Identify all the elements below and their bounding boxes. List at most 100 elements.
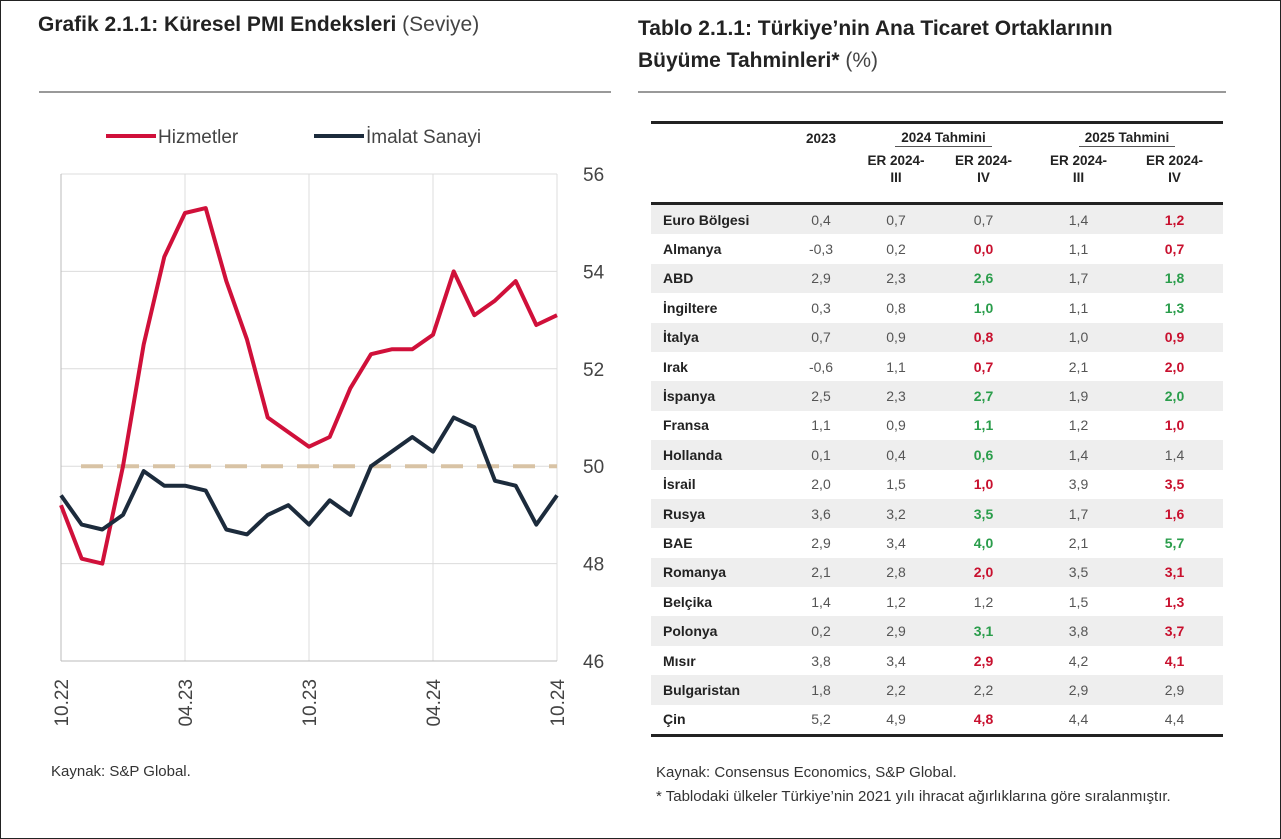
table-cell: 4,8 <box>936 704 1031 738</box>
table-row: Irak -0,6 1,1 0,7 2,1 2,0 <box>651 352 1223 381</box>
header-cell: 2024 Tahmini <box>856 121 1031 152</box>
table-cell: 2,1 <box>786 557 856 588</box>
table-cell: 0,9 <box>856 322 936 352</box>
table-cell: 2,9 <box>786 263 856 294</box>
table-cell: 0,6 <box>936 440 1031 470</box>
series-line <box>59 206 558 566</box>
table-cell: 2,0 <box>936 557 1031 588</box>
row-label: Euro Bölgesi <box>651 203 786 235</box>
table-cell: 2,2 <box>936 675 1031 705</box>
table-cell: 3,1 <box>1126 557 1223 588</box>
table-cell: -0,3 <box>808 241 834 258</box>
divider <box>638 91 1226 93</box>
table-cell: 3,4 <box>886 534 906 551</box>
header-cell: ER 2024- III <box>1031 152 1126 205</box>
table-cell: 2,6 <box>936 263 1031 294</box>
table-cell: 1,4 <box>1031 203 1126 235</box>
y-tick-label: 54 <box>583 262 605 283</box>
row-label: Mısır <box>663 652 696 669</box>
table-cell: 5,7 <box>1164 534 1185 551</box>
table-row: Polonya 0,2 2,9 3,1 3,8 3,7 <box>651 616 1223 646</box>
table-cell: 3,4 <box>886 652 906 669</box>
table-cell: 2,0 <box>1164 358 1185 375</box>
header-cell: ER 2024- IV <box>936 152 1031 205</box>
header-cell <box>651 121 786 152</box>
row-label: Almanya <box>663 241 722 258</box>
table-row: İspanya 2,5 2,3 2,7 1,9 2,0 <box>651 381 1223 411</box>
table-cell: 2,9 <box>811 534 831 551</box>
table-cell: 1,0 <box>1164 417 1185 434</box>
table-cell: 1,3 <box>1164 593 1185 610</box>
table-row: Romanya 2,1 2,8 2,0 3,5 3,1 <box>651 557 1223 588</box>
table-cell: 0,2 <box>886 241 906 258</box>
table-cell: 0,7 <box>786 322 856 352</box>
header-cell <box>786 152 856 205</box>
table-cell: 1,0 <box>1031 322 1126 352</box>
table-title-unit: (%) <box>845 49 879 72</box>
table-cell: 1,7 <box>1031 263 1126 294</box>
table-row: İtalya 0,7 0,9 0,8 1,0 0,9 <box>651 322 1223 352</box>
row-label: Bulgaristan <box>651 675 786 705</box>
table-row: Almanya -0,3 0,2 0,0 1,1 0,7 <box>651 234 1223 263</box>
table-cell: 1,4 <box>1126 440 1223 470</box>
table-cell: 5,2 <box>786 704 856 738</box>
table-row: ABD 2,9 2,3 2,6 1,7 1,8 <box>651 263 1223 294</box>
table-cell: 0,7 <box>1164 241 1185 258</box>
header-cell: 2023 <box>786 121 856 152</box>
header-row: 2023 2024 Tahmini 2025 Tahmini <box>651 121 1223 152</box>
legend-label: Hizmetler <box>158 127 239 148</box>
row-label: BAE <box>663 534 693 551</box>
table-cell: 3,5 <box>1164 476 1185 493</box>
table-cell: 2,2 <box>856 675 936 705</box>
table-cell: 1,4 <box>811 593 831 610</box>
table-cell: 1,2 <box>886 593 906 610</box>
table-cell: 0,7 <box>973 358 994 375</box>
header-cell: 2025 Tahmini <box>1031 121 1223 152</box>
table-cell: 3,7 <box>1126 616 1223 646</box>
legend-label: İmalat Sanayi <box>366 127 481 148</box>
table-cell: 0,4 <box>786 203 856 235</box>
row-label: ABD <box>651 263 786 294</box>
table-cell: 2,7 <box>936 381 1031 411</box>
row-label: Çin <box>651 704 786 738</box>
table-cell: 2,1 <box>1068 534 1089 551</box>
table-cell: 4,9 <box>856 704 936 738</box>
chart-title-unit: (Seviye) <box>402 13 480 36</box>
table-cell: 2,9 <box>973 652 994 669</box>
x-tick-label: 10.23 <box>300 679 321 727</box>
x-tick-label: 04.23 <box>176 679 197 727</box>
header-cell: ER 2024- IV <box>1126 152 1223 205</box>
table-cell: 1,2 <box>1126 203 1223 235</box>
row-label: Polonya <box>651 616 786 646</box>
table-row: Mısır 3,8 3,4 2,9 4,2 4,1 <box>651 646 1223 675</box>
chart-source: Kaynak: S&P Global. <box>51 763 191 780</box>
y-tick-label: 46 <box>583 652 604 673</box>
series-line <box>59 415 559 537</box>
table-cell: 0,9 <box>886 417 906 434</box>
group-label: 2025 Tahmini <box>1078 129 1176 147</box>
table-cell: 2,8 <box>856 557 936 588</box>
row-label: İngiltere <box>663 299 718 316</box>
table-row: Hollanda 0,1 0,4 0,6 1,4 1,4 <box>651 440 1223 470</box>
table-notes: Kaynak: Consensus Economics, S&P Global.… <box>656 761 1226 809</box>
group-label: 2024 Tahmini <box>895 129 992 147</box>
table-cell: 1,1 <box>1068 241 1089 258</box>
table-cell: 1,1 <box>1068 299 1089 316</box>
table-cell: 1,2 <box>1068 417 1089 434</box>
table-source: Kaynak: Consensus Economics, S&P Global. <box>656 764 957 781</box>
table-cell: 0,7 <box>936 203 1031 235</box>
table-cell: 0,8 <box>936 322 1031 352</box>
y-tick-label: 52 <box>583 360 604 381</box>
table-cell: 0,0 <box>973 241 994 258</box>
table-cell: 2,9 <box>1126 675 1223 705</box>
row-label: Fransa <box>663 417 709 434</box>
table-cell: 0,9 <box>1126 322 1223 352</box>
table-cell: 1,4 <box>1031 440 1126 470</box>
table-cell: 2,9 <box>856 616 936 646</box>
table-cell: 0,2 <box>786 616 856 646</box>
table-cell: 1,8 <box>1126 263 1223 294</box>
table-cell: 0,1 <box>786 440 856 470</box>
table-cell: 1,2 <box>973 593 994 610</box>
table-cell: 4,0 <box>973 534 994 551</box>
table-cell: 1,6 <box>1126 498 1223 529</box>
